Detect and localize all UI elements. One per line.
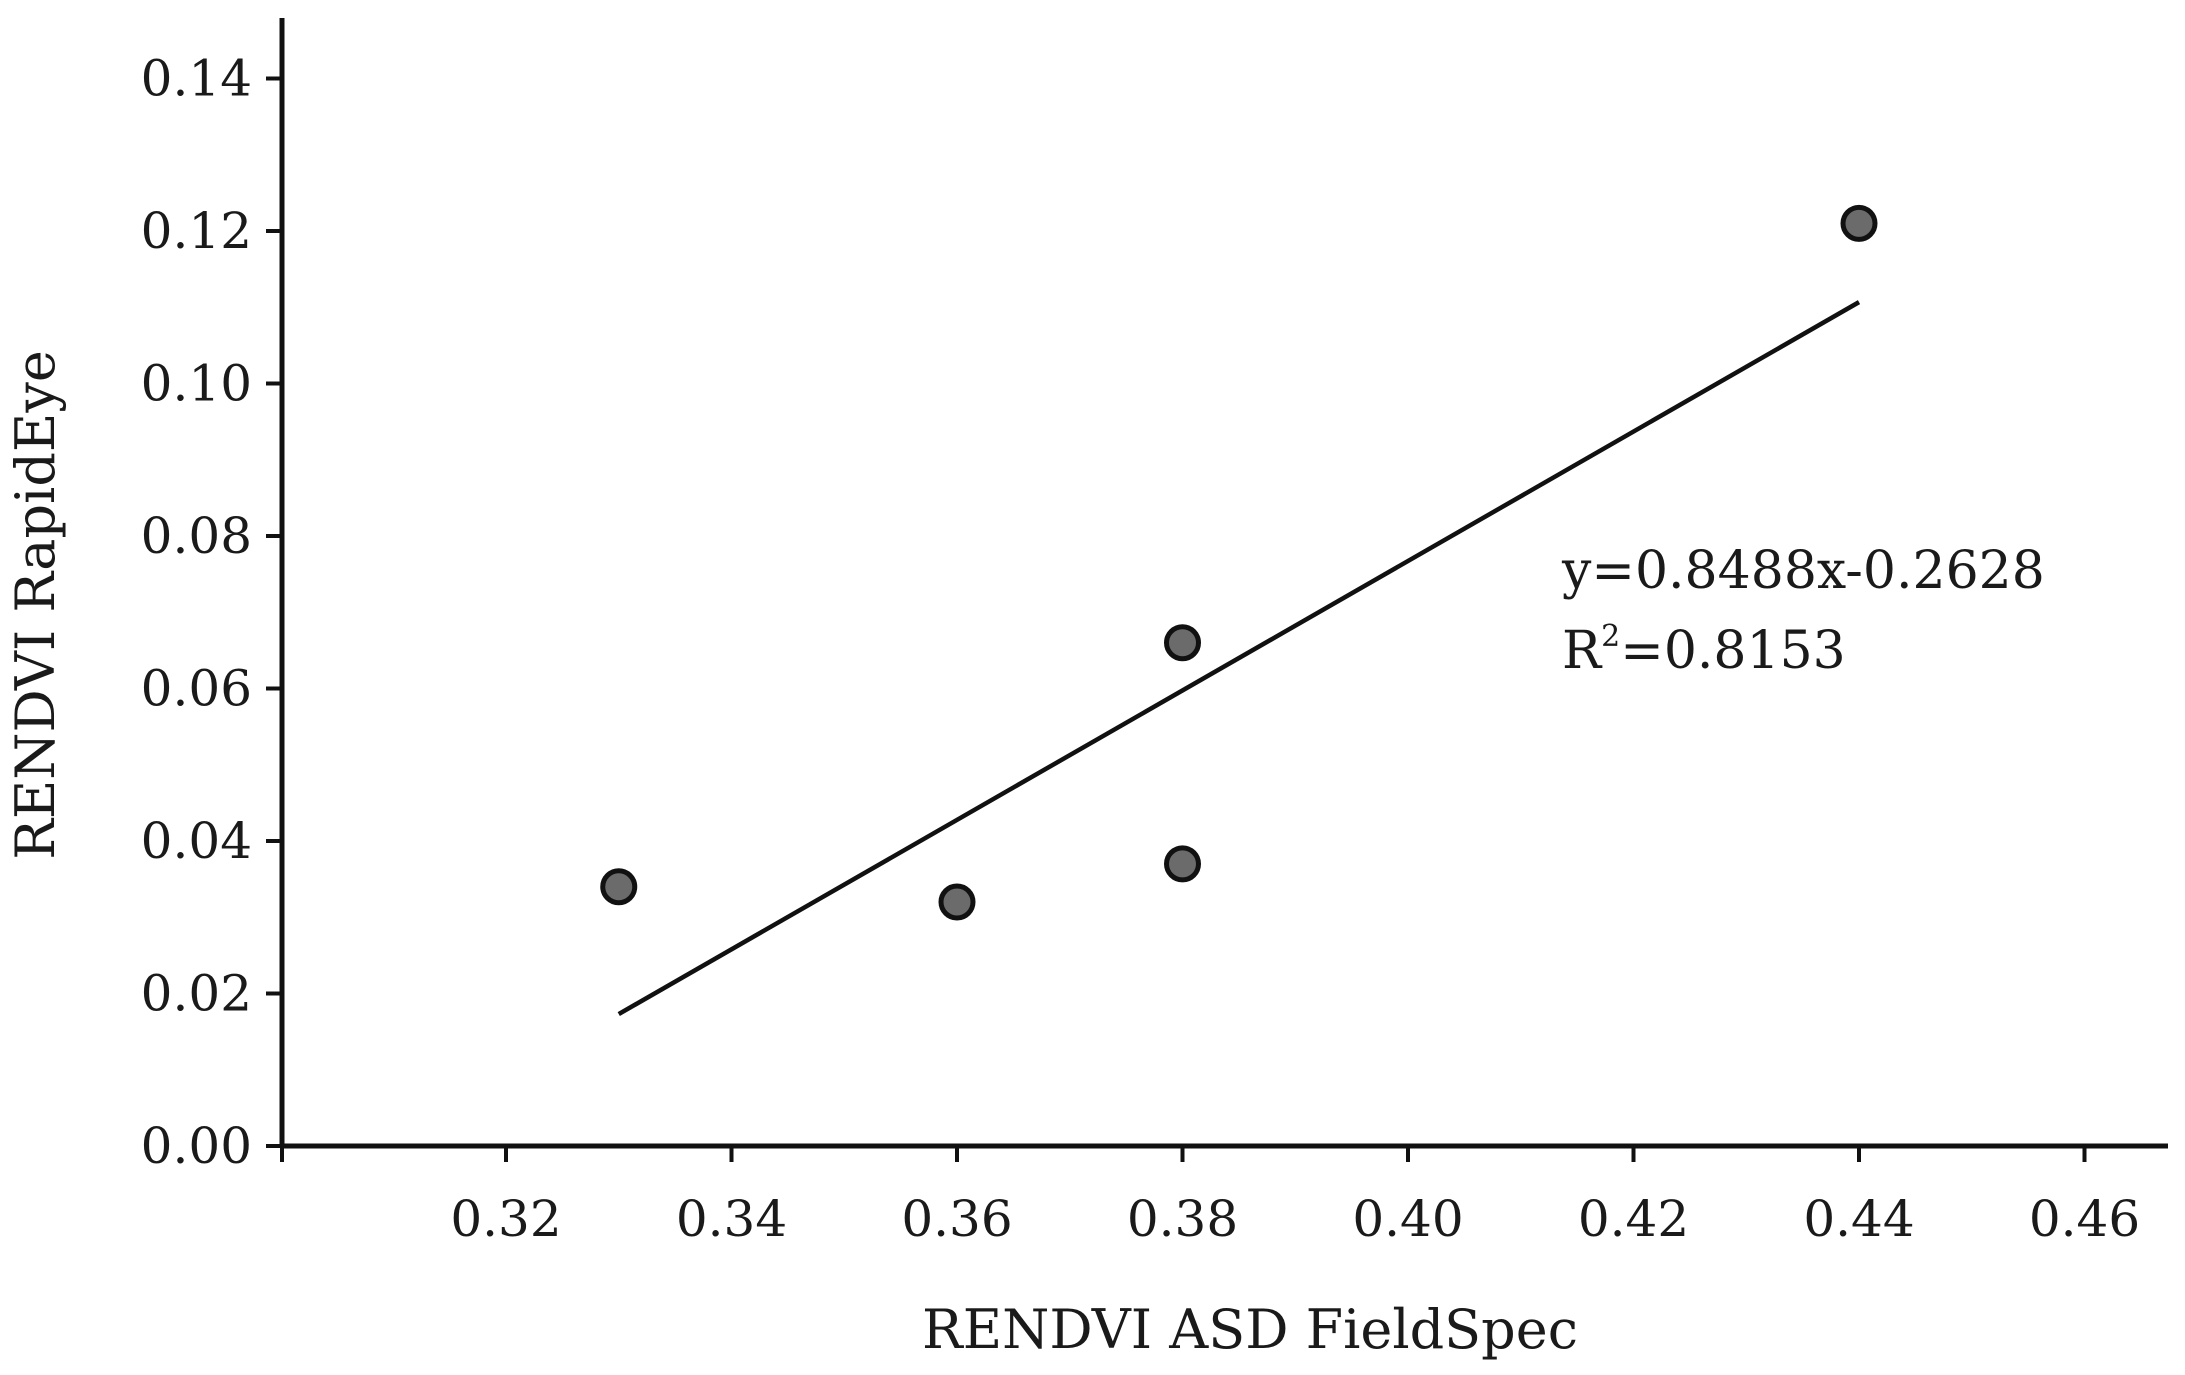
regression-line [617,300,1861,1017]
x-axis-title: RENDVI ASD FieldSpec [922,1298,1578,1361]
x-tick-label: 0.36 [901,1190,1012,1248]
y-axis-title: RENDVI RapidEye [4,350,67,860]
r-squared-prefix: R [1562,621,1603,681]
x-tick-label: 0.38 [1127,1190,1238,1248]
x-tick-label: 0.32 [450,1190,561,1248]
y-tick-label: 0.10 [141,355,252,413]
data-point [938,883,976,921]
x-tick-label: 0.46 [2029,1190,2140,1248]
data-point [1164,624,1201,662]
x-tick-label: 0.44 [1803,1190,1914,1248]
y-tick-label: 0.14 [141,50,252,108]
regression-equation: y=0.8488x-0.2628 [1561,541,2045,601]
y-tick-label: 0.08 [141,507,252,565]
y-axis-ticks: 0.00 0.02 0.04 0.06 0.08 0.10 0.12 0.14 [141,50,282,1175]
x-tick-label: 0.34 [676,1190,787,1248]
y-tick-label: 0.06 [141,660,252,718]
x-tick-label: 0.42 [1578,1190,1689,1248]
axes [279,18,2168,1149]
data-point [600,868,638,906]
y-tick-label: 0.02 [141,965,252,1023]
x-tick-label: 0.40 [1352,1190,1463,1248]
r-squared-value: =0.8153 [1620,621,1846,681]
y-tick-label: 0.04 [141,812,252,870]
y-tick-label: 0.00 [141,1117,252,1175]
data-point [1164,845,1201,883]
x-axis-ticks: 0.32 0.34 0.36 0.38 0.40 0.42 0.44 0.46 [280,1146,2140,1248]
data-points [600,204,1878,921]
regression-line-group [617,300,1861,1017]
r-squared-superscript: 2 [1601,619,1620,654]
data-point [1840,204,1878,242]
r-squared-label: R2=0.8153 [1562,619,1846,681]
y-tick-label: 0.12 [141,202,252,260]
